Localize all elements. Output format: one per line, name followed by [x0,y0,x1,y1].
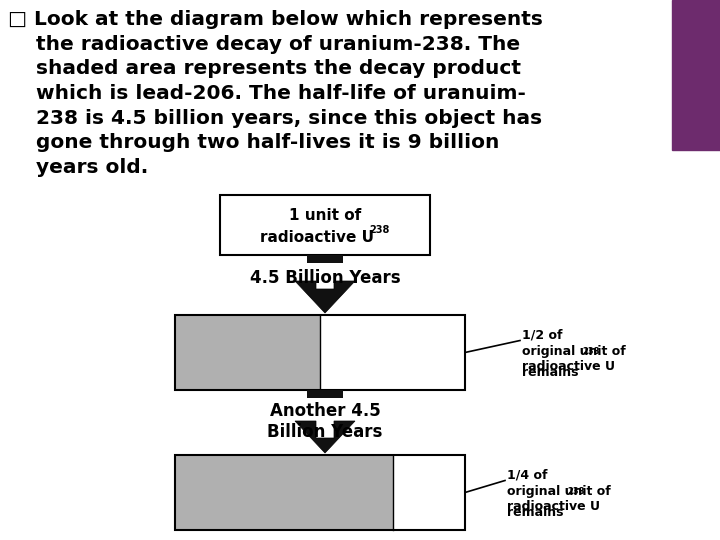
Bar [220,195,430,255]
Text: 1/4 of
original unit of
radioactive U: 1/4 of original unit of radioactive U [507,469,611,514]
Bar [307,255,343,263]
Text: 238: 238 [582,347,599,355]
Text: 1 unit of: 1 unit of [289,207,361,222]
Polygon shape [295,281,355,313]
Text: remains: remains [507,507,564,519]
Text: radioactive U: radioactive U [260,230,374,245]
Bar [175,315,320,390]
Bar [672,0,720,150]
Text: □ Look at the diagram below which represents
    the radioactive decay of uraniu: □ Look at the diagram below which repres… [8,10,543,177]
Bar [220,195,430,255]
Bar [175,455,392,530]
Text: 1/2 of
original unit of
radioactive U: 1/2 of original unit of radioactive U [522,328,626,374]
Bar [175,455,465,530]
Text: Another 4.5
Billion Years: Another 4.5 Billion Years [267,402,383,441]
Bar [307,390,343,398]
Bar [392,455,465,530]
Bar [320,315,465,390]
Text: 238: 238 [567,487,585,496]
Text: remains: remains [522,367,578,380]
Bar [175,315,465,390]
Text: 4.5 Billion Years: 4.5 Billion Years [250,269,400,287]
Polygon shape [295,421,355,453]
Text: 238: 238 [369,225,390,235]
